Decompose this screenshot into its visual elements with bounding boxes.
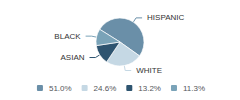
svg-text:WHITE: WHITE (136, 66, 162, 75)
svg-text:13.2%: 13.2% (138, 84, 161, 93)
svg-text:BLACK: BLACK (54, 32, 81, 41)
svg-text:ASIAN: ASIAN (60, 53, 84, 62)
svg-text:11.3%: 11.3% (183, 84, 205, 93)
svg-text:24.6%: 24.6% (94, 84, 117, 93)
svg-text:HISPANIC: HISPANIC (147, 13, 184, 22)
svg-text:51.0%: 51.0% (49, 84, 72, 93)
